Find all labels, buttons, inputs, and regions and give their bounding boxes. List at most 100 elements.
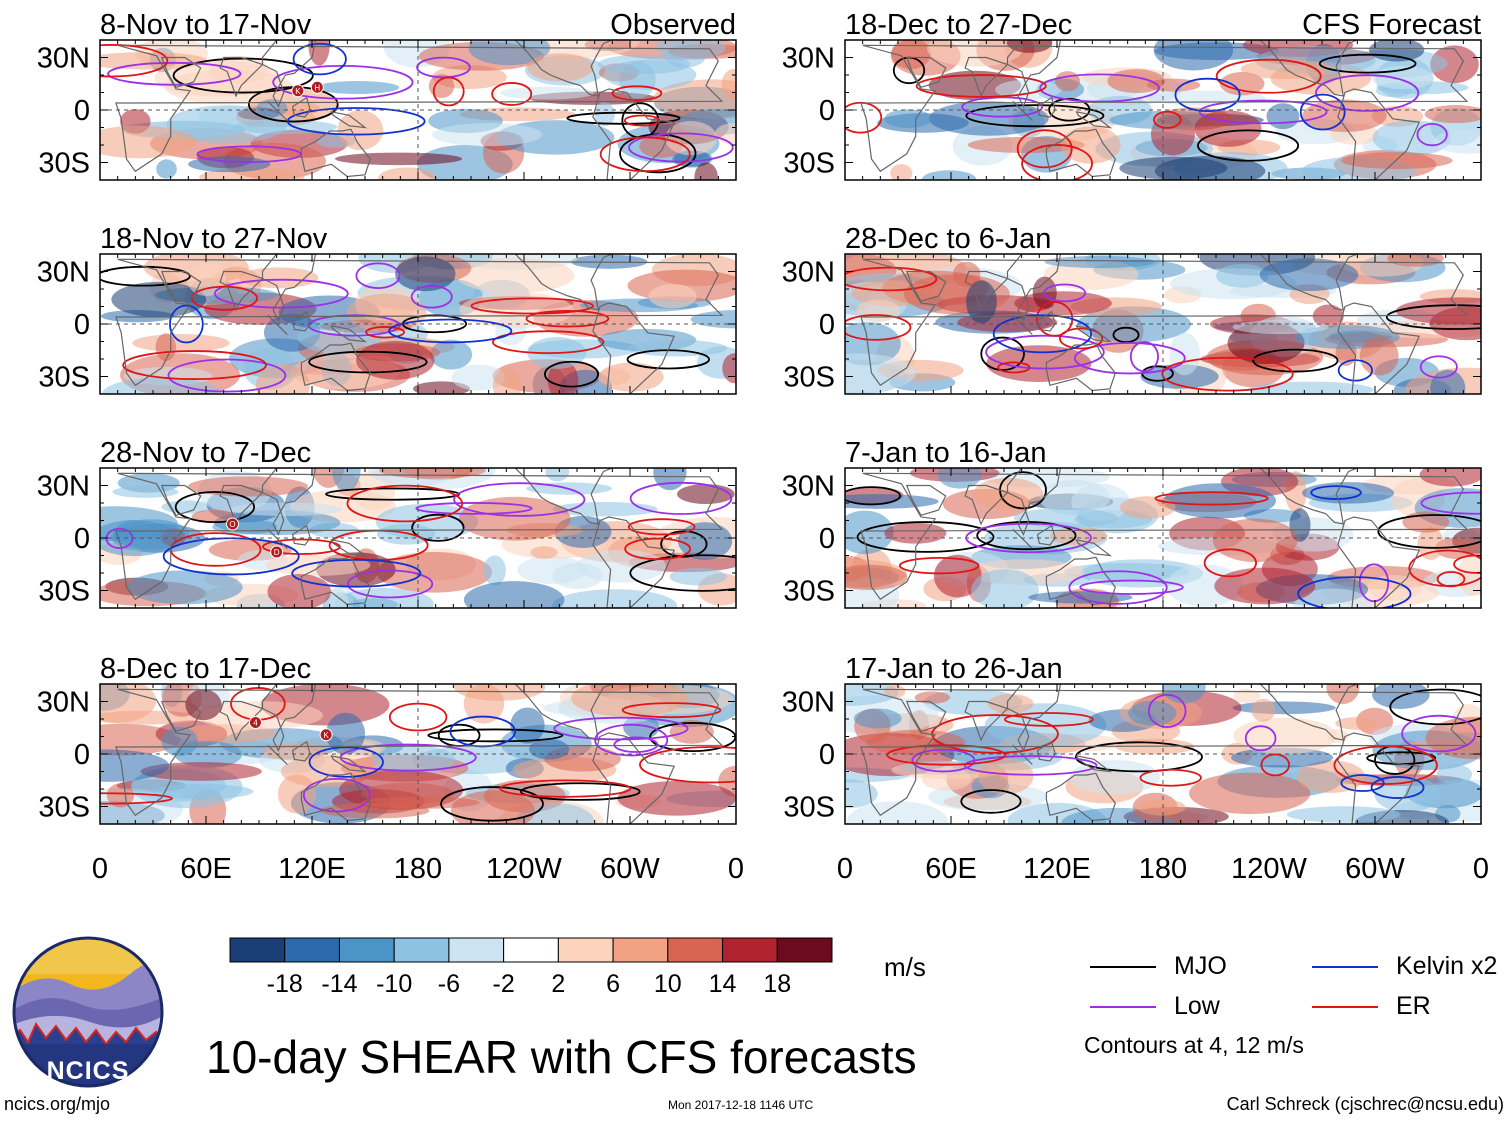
shear-blob [331, 468, 361, 491]
shear-blob [430, 339, 473, 370]
website-credit[interactable]: ncics.org/mjo [4, 1094, 111, 1114]
land-outline [160, 700, 202, 733]
storm-marker: D [270, 545, 284, 559]
contour [174, 491, 256, 524]
land-outline [1012, 314, 1033, 335]
contour [1198, 99, 1328, 125]
land-outline [267, 100, 288, 121]
shear-blob [971, 569, 1039, 608]
colorbar-cell [448, 937, 505, 963]
contour [660, 530, 708, 558]
colorbar-cell [503, 937, 559, 963]
land-outline [1036, 96, 1056, 118]
contour [416, 56, 471, 79]
land-outline [514, 40, 613, 97]
land-outline [1012, 744, 1033, 765]
legend-low-label: Low [1174, 992, 1220, 1020]
legend-mjo-line [1090, 965, 1156, 968]
contour [639, 746, 736, 784]
shear-blob [1296, 760, 1366, 794]
shear-blob [413, 381, 470, 394]
land-outline [219, 700, 264, 742]
legend-kelvin-label: Kelvin x2 [1396, 952, 1498, 980]
shear-blob [1189, 772, 1311, 815]
shear-blob [188, 156, 271, 173]
land-outline [592, 732, 676, 824]
shear-blob [161, 500, 213, 514]
contour [1215, 58, 1322, 94]
shear-blob [1425, 716, 1481, 760]
contour [1203, 548, 1257, 578]
shear-blob [194, 701, 324, 730]
contour [1420, 491, 1481, 515]
land-outline [219, 270, 264, 312]
shear-blob [483, 555, 506, 586]
shear-blob [1457, 553, 1481, 597]
land-outline [115, 472, 724, 601]
contour [525, 309, 610, 328]
contour [599, 136, 691, 173]
panel-tag: CFS Forecast [1302, 9, 1481, 41]
shear-blob [1069, 760, 1161, 795]
shear-blob [665, 121, 717, 156]
contour [1129, 341, 1159, 373]
contour [1333, 745, 1438, 785]
shear-blob [973, 477, 1043, 510]
shear-blob [891, 40, 931, 70]
shear-blob [1153, 40, 1234, 71]
land-outline [300, 556, 371, 606]
contour [628, 132, 734, 163]
shear-blob [372, 745, 456, 775]
contour [302, 777, 371, 813]
land-outline [1075, 754, 1113, 773]
storm-letter: K [323, 731, 329, 740]
storm-letter: D [274, 548, 280, 557]
shear-blob [545, 468, 570, 482]
land-outline [592, 516, 676, 608]
shear-blob [468, 40, 551, 66]
land-outline [1036, 524, 1056, 546]
shear-blob [156, 159, 177, 179]
land-outline [300, 128, 371, 178]
land-outline [1075, 538, 1113, 557]
author-credit[interactable]: Carl Schreck (cjschrec@ncsu.edu) [1226, 1094, 1504, 1114]
shear-blob [106, 783, 135, 808]
contour [167, 358, 287, 393]
shear-blob [154, 60, 281, 97]
storm-marker: H [310, 80, 324, 94]
shear-blob [883, 684, 906, 698]
colorbar-label: -18 [267, 970, 303, 998]
storm-marker: 4 [248, 716, 262, 729]
y-tick-label: 30N [37, 687, 90, 719]
colorbar-cell [393, 937, 450, 963]
land-outline [964, 270, 1009, 312]
contour [1058, 327, 1104, 350]
shear-blob [617, 781, 736, 816]
panel-3: O D 28-Nov to 7-Dec 30N 0 30S [37, 437, 737, 609]
shear-blob [453, 684, 546, 701]
y-tick-label: 0 [819, 523, 835, 555]
contour [845, 486, 901, 506]
shear-blob [1251, 698, 1276, 722]
colorbar-label: 6 [606, 970, 620, 998]
contour [1252, 348, 1339, 373]
shear-blob [1231, 747, 1334, 768]
shear-blob [669, 719, 714, 744]
contour [1318, 53, 1417, 74]
coastlines [115, 254, 724, 394]
shear-blob [845, 510, 894, 555]
contour [325, 487, 461, 501]
shear-blob [1128, 700, 1177, 726]
shear-blob [1049, 527, 1108, 546]
land-outline [964, 700, 1009, 742]
panel-title: 28-Nov to 7-Dec [100, 437, 311, 469]
shear-blob [463, 581, 565, 608]
colorbar-label: -14 [321, 970, 357, 998]
shear-blob [648, 284, 697, 309]
contour [1016, 129, 1073, 169]
shear-blob [987, 693, 1034, 714]
shear-blob [1212, 518, 1298, 563]
shear-blob [1162, 684, 1206, 704]
contour [1112, 326, 1140, 343]
x-tick-label: 0 [1473, 853, 1489, 885]
